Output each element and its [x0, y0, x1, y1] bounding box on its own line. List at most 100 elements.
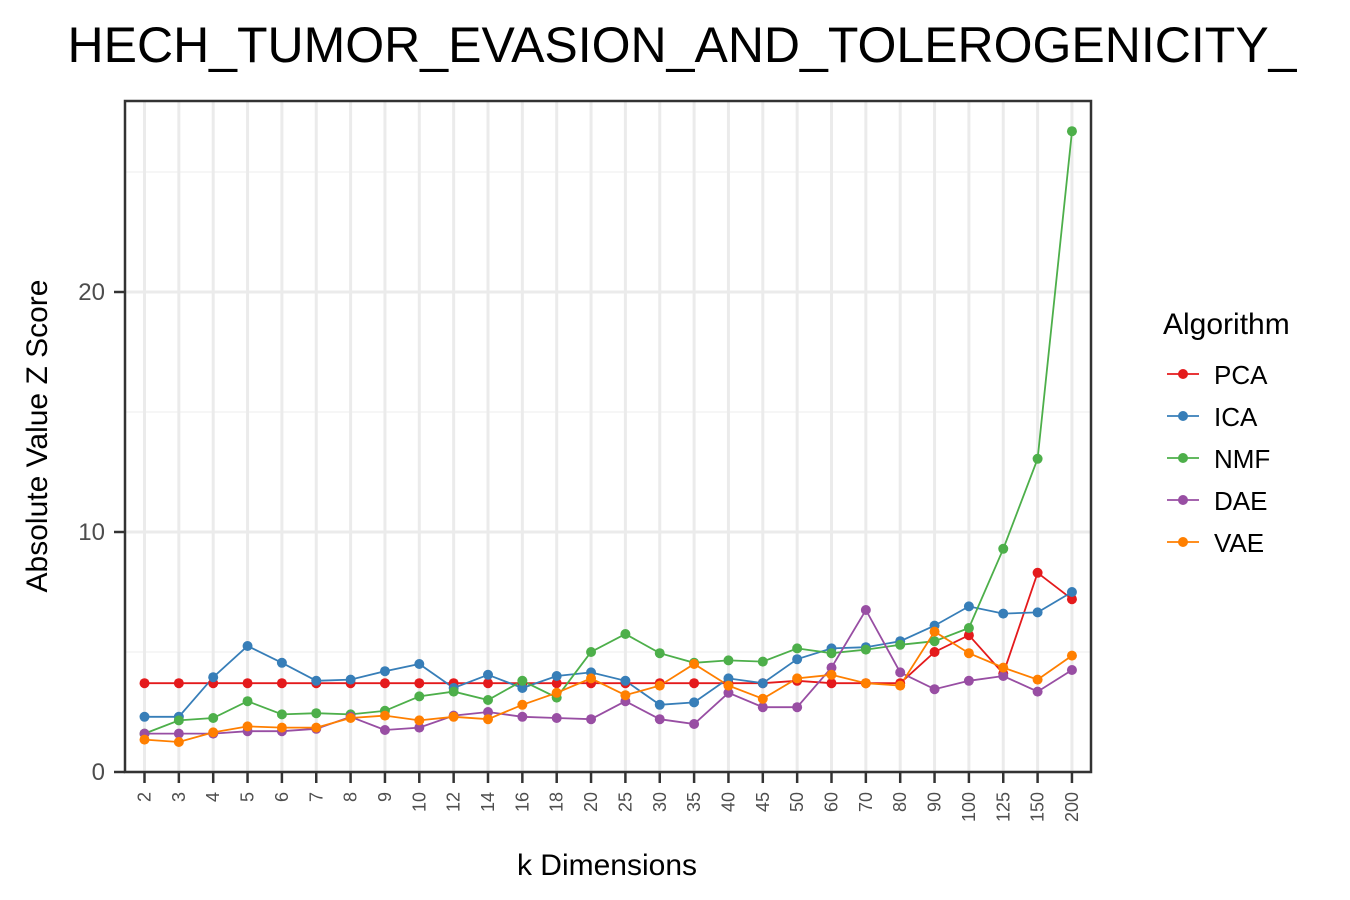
data-point-ica: [792, 654, 803, 665]
series-line-vae: [144, 630, 1073, 743]
data-point-vae: [448, 711, 459, 722]
data-point-nmf: [1032, 453, 1043, 464]
x-tick-label: 25: [615, 792, 635, 812]
data-point-ica: [963, 601, 974, 612]
data-point-pca: [139, 678, 150, 689]
legend: Algorithm PCA ICA NMF DAE VAE: [1163, 308, 1290, 558]
data-point-vae: [139, 734, 150, 745]
data-point-dae: [723, 687, 734, 698]
series-line-pca: [144, 571, 1073, 685]
data-point-dae: [689, 719, 700, 729]
data-point-ica: [757, 678, 768, 689]
legend-key-point: [1178, 411, 1188, 421]
legend-title: Algorithm: [1163, 308, 1290, 341]
x-tick-label: 12: [444, 792, 464, 812]
data-point-vae: [173, 737, 184, 747]
data-point-vae: [757, 693, 768, 704]
data-point-ica: [379, 666, 390, 677]
data-point-nmf: [517, 675, 528, 686]
chart-title: HECH_TUMOR_EVASION_AND_TOLEROGENICITY_: [68, 17, 1298, 73]
x-tick-label: 30: [650, 792, 670, 812]
data-point-nmf: [654, 648, 665, 659]
series-lines: [144, 131, 1073, 743]
series-points: [139, 126, 1077, 747]
legend-item-nmf: NMF: [1167, 444, 1270, 474]
legend-item-pca: PCA: [1167, 360, 1268, 390]
data-point-vae: [551, 687, 562, 698]
data-point-dae: [551, 713, 562, 723]
data-point-nmf: [757, 656, 768, 667]
data-point-ica: [517, 683, 528, 693]
data-point-vae: [208, 727, 219, 738]
x-tick-label: 45: [753, 792, 773, 812]
x-tick-label: 40: [718, 792, 738, 812]
y-axis-title: Absolute Value Z Score: [21, 280, 54, 593]
data-point-pca: [689, 678, 700, 689]
data-point-pca: [551, 678, 562, 689]
legend-label: NMF: [1214, 444, 1270, 474]
data-point-pca: [1066, 594, 1077, 605]
data-point-pca: [1032, 567, 1043, 578]
x-tick-label: 50: [787, 792, 807, 812]
data-point-vae: [414, 715, 425, 726]
data-point-nmf: [1066, 126, 1077, 137]
data-point-nmf: [860, 644, 871, 655]
data-point-nmf: [792, 643, 803, 654]
legend-label: ICA: [1214, 402, 1258, 432]
series-line-dae: [144, 608, 1073, 735]
data-point-pca: [963, 630, 974, 641]
gridlines: [125, 101, 1091, 774]
data-point-vae: [826, 669, 837, 680]
x-tick-label: 16: [512, 792, 532, 812]
legend-label: DAE: [1214, 486, 1267, 516]
data-point-nmf: [895, 639, 906, 650]
data-point-dae: [826, 662, 837, 673]
data-point-vae: [379, 710, 390, 721]
x-tick-label: 3: [169, 792, 189, 802]
data-point-pca: [414, 678, 425, 689]
x-tick-label: 60: [822, 792, 842, 812]
data-point-vae: [1066, 650, 1077, 661]
x-tick-label: 8: [341, 792, 361, 802]
data-point-pca: [483, 678, 493, 689]
x-tick-label: 18: [547, 792, 567, 812]
legend-item-ica: ICA: [1167, 402, 1258, 432]
data-point-dae: [379, 725, 390, 735]
data-point-pca: [242, 678, 253, 689]
series-line-ica: [144, 591, 1073, 718]
data-point-nmf: [414, 691, 425, 702]
data-point-vae: [998, 662, 1009, 673]
x-tick-label: 4: [203, 792, 223, 802]
data-point-pca: [826, 678, 837, 689]
legend-label: VAE: [1214, 528, 1264, 558]
legend-key-point: [1178, 453, 1188, 463]
data-point-vae: [860, 678, 871, 689]
x-tick-label: 80: [890, 792, 910, 812]
data-point-vae: [517, 699, 528, 710]
data-point-ica: [242, 641, 253, 651]
data-point-dae: [414, 722, 425, 733]
data-point-dae: [792, 702, 803, 713]
x-tick-label: 6: [272, 792, 292, 802]
y-tick-label: 10: [78, 519, 105, 546]
data-point-nmf: [963, 623, 974, 633]
data-point-ica: [654, 699, 665, 710]
data-point-dae: [586, 714, 597, 725]
legend-item-vae: VAE: [1167, 528, 1264, 558]
data-point-pca: [379, 678, 390, 689]
data-point-vae: [792, 673, 803, 684]
data-point-dae: [483, 707, 493, 717]
data-point-vae: [242, 721, 253, 732]
data-point-ica: [1066, 587, 1077, 597]
data-point-nmf: [242, 696, 253, 707]
data-point-vae: [1032, 674, 1043, 685]
x-tick-label: 70: [856, 792, 876, 812]
y-axis: 0 10 20: [78, 279, 125, 786]
data-point-vae: [654, 680, 665, 691]
data-point-pca: [173, 678, 184, 689]
legend-items: PCA ICA NMF DAE VAE: [1167, 360, 1270, 558]
data-point-pca: [276, 678, 287, 689]
data-point-ica: [414, 659, 425, 669]
data-point-ica: [483, 669, 493, 680]
